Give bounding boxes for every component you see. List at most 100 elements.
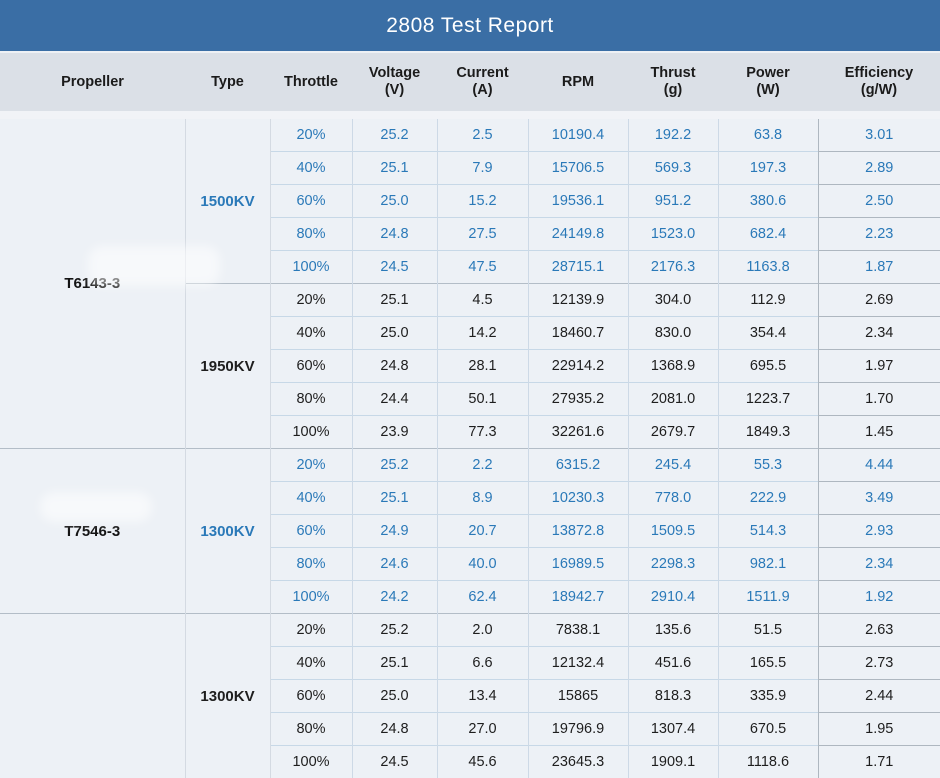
cell-current: 15.2 xyxy=(436,184,528,218)
cell-efficiency: 2.89 xyxy=(817,151,940,185)
cell-voltage: 25.0 xyxy=(351,184,437,218)
cell-throttle: 40% xyxy=(269,151,352,185)
cell-power: 335.9 xyxy=(717,679,818,713)
cell-power: 55.3 xyxy=(717,448,818,482)
col-header-voltage: Voltage (V) xyxy=(352,51,437,119)
cell-power: 380.6 xyxy=(717,184,818,218)
cell-thrust: 1909.1 xyxy=(627,745,718,778)
cell-current: 27.5 xyxy=(436,217,528,251)
cell-efficiency: 1.45 xyxy=(817,415,940,449)
cell-rpm: 16989.5 xyxy=(527,547,628,581)
cell-power: 695.5 xyxy=(717,349,818,383)
table-row: 40% 25.1 7.9 15706.5 569.3 197.3 2.89 xyxy=(0,151,940,185)
cell-efficiency: 3.01 xyxy=(817,115,940,152)
cell-current: 7.9 xyxy=(436,151,528,185)
table-row: 80% 24.6 40.0 16989.5 2298.3 982.1 2.34 xyxy=(0,547,940,581)
cell-current: 8.9 xyxy=(436,481,528,515)
cell-voltage: 23.9 xyxy=(351,415,437,449)
cell-throttle: 40% xyxy=(269,316,352,350)
cell-voltage: 25.2 xyxy=(351,613,437,647)
table-row: 60% 25.0 13.4 15865 818.3 335.9 2.44 xyxy=(0,679,940,713)
cell-power: 670.5 xyxy=(717,712,818,746)
cell-rpm: 23645.3 xyxy=(527,745,628,778)
cell-thrust: 1509.5 xyxy=(627,514,718,548)
cell-power: 354.4 xyxy=(717,316,818,350)
cell-power: 222.9 xyxy=(717,481,818,515)
cell-rpm: 18460.7 xyxy=(527,316,628,350)
cell-power: 1163.8 xyxy=(717,250,818,284)
cell-current: 13.4 xyxy=(436,679,528,713)
cell-power: 1511.9 xyxy=(717,580,818,614)
cell-rpm: 13872.8 xyxy=(527,514,628,548)
cell-current: 50.1 xyxy=(436,382,528,416)
cell-throttle: 60% xyxy=(269,514,352,548)
col-header-efficiency: Efficiency (g/W) xyxy=(818,51,940,119)
cell-throttle: 60% xyxy=(269,349,352,383)
type-cell: 1950KV xyxy=(184,283,270,449)
cell-thrust: 2081.0 xyxy=(627,382,718,416)
cell-thrust: 951.2 xyxy=(627,184,718,218)
cell-throttle: 40% xyxy=(269,646,352,680)
cell-rpm: 27935.2 xyxy=(527,382,628,416)
cell-voltage: 24.5 xyxy=(351,745,437,778)
cell-efficiency: 2.73 xyxy=(817,646,940,680)
cell-rpm: 18942.7 xyxy=(527,580,628,614)
cell-efficiency: 1.71 xyxy=(817,745,940,778)
cell-efficiency: 1.95 xyxy=(817,712,940,746)
propeller-cell xyxy=(0,613,185,778)
cell-throttle: 60% xyxy=(269,184,352,218)
title-bar: 2808 Test Report xyxy=(0,0,940,51)
cell-thrust: 778.0 xyxy=(627,481,718,515)
cell-thrust: 830.0 xyxy=(627,316,718,350)
table-row: 100% 24.2 62.4 18942.7 2910.4 1511.9 1.92 xyxy=(0,580,940,614)
cell-efficiency: 1.92 xyxy=(817,580,940,614)
table-row: T6143-3 1500KV 20% 25.2 2.5 10190.4 192.2 63.8 3… xyxy=(0,115,940,292)
cell-voltage: 25.2 xyxy=(351,115,437,152)
cell-thrust: 135.6 xyxy=(627,613,718,647)
cell-rpm: 19796.9 xyxy=(527,712,628,746)
cell-thrust: 304.0 xyxy=(627,283,718,317)
cell-power: 682.4 xyxy=(717,217,818,251)
table-row: 100% 23.9 77.3 32261.6 2679.7 1849.3 1.45 xyxy=(0,415,940,449)
cell-efficiency: 2.63 xyxy=(817,613,940,647)
cell-rpm: 15706.5 xyxy=(527,151,628,185)
cell-voltage: 24.8 xyxy=(351,217,437,251)
cell-current: 77.3 xyxy=(436,415,528,449)
cell-rpm: 12132.4 xyxy=(527,646,628,680)
cell-efficiency: 1.97 xyxy=(817,349,940,383)
cell-voltage: 25.1 xyxy=(351,283,437,317)
table-row: 100% 24.5 47.5 28715.1 2176.3 1163.8 1.87 xyxy=(0,250,940,284)
cell-efficiency: 2.50 xyxy=(817,184,940,218)
cell-power: 1849.3 xyxy=(717,415,818,449)
cell-voltage: 25.1 xyxy=(351,646,437,680)
cell-rpm: 15865 xyxy=(527,679,628,713)
cell-current: 6.6 xyxy=(436,646,528,680)
cell-efficiency: 1.87 xyxy=(817,250,940,284)
cell-thrust: 1523.0 xyxy=(627,217,718,251)
cell-power: 1223.7 xyxy=(717,382,818,416)
cell-power: 51.5 xyxy=(717,613,818,647)
cell-thrust: 451.6 xyxy=(627,646,718,680)
cell-efficiency: 2.93 xyxy=(817,514,940,548)
cell-rpm: 7838.1 xyxy=(527,613,628,647)
cell-current: 4.5 xyxy=(436,283,528,317)
cell-throttle: 80% xyxy=(269,217,352,251)
table-header-row: Propeller Type Throttle Voltage (V) Current (A… xyxy=(0,51,940,119)
cell-efficiency: 2.23 xyxy=(817,217,940,251)
cell-throttle: 80% xyxy=(269,712,352,746)
cell-thrust: 2176.3 xyxy=(627,250,718,284)
cell-efficiency: 2.34 xyxy=(817,316,940,350)
cell-rpm: 22914.2 xyxy=(527,349,628,383)
table-row: 80% 24.8 27.5 24149.8 1523.0 682.4 2.23 xyxy=(0,217,940,251)
cell-thrust: 192.2 xyxy=(627,115,718,152)
cell-thrust: 245.4 xyxy=(627,448,718,482)
cell-efficiency: 2.69 xyxy=(817,283,940,317)
cell-rpm: 12139.9 xyxy=(527,283,628,317)
cell-current: 47.5 xyxy=(436,250,528,284)
cell-rpm: 28715.1 xyxy=(527,250,628,284)
cell-current: 40.0 xyxy=(436,547,528,581)
col-header-propeller: Propeller xyxy=(0,51,185,119)
cell-throttle: 80% xyxy=(269,382,352,416)
cell-current: 2.0 xyxy=(436,613,528,647)
